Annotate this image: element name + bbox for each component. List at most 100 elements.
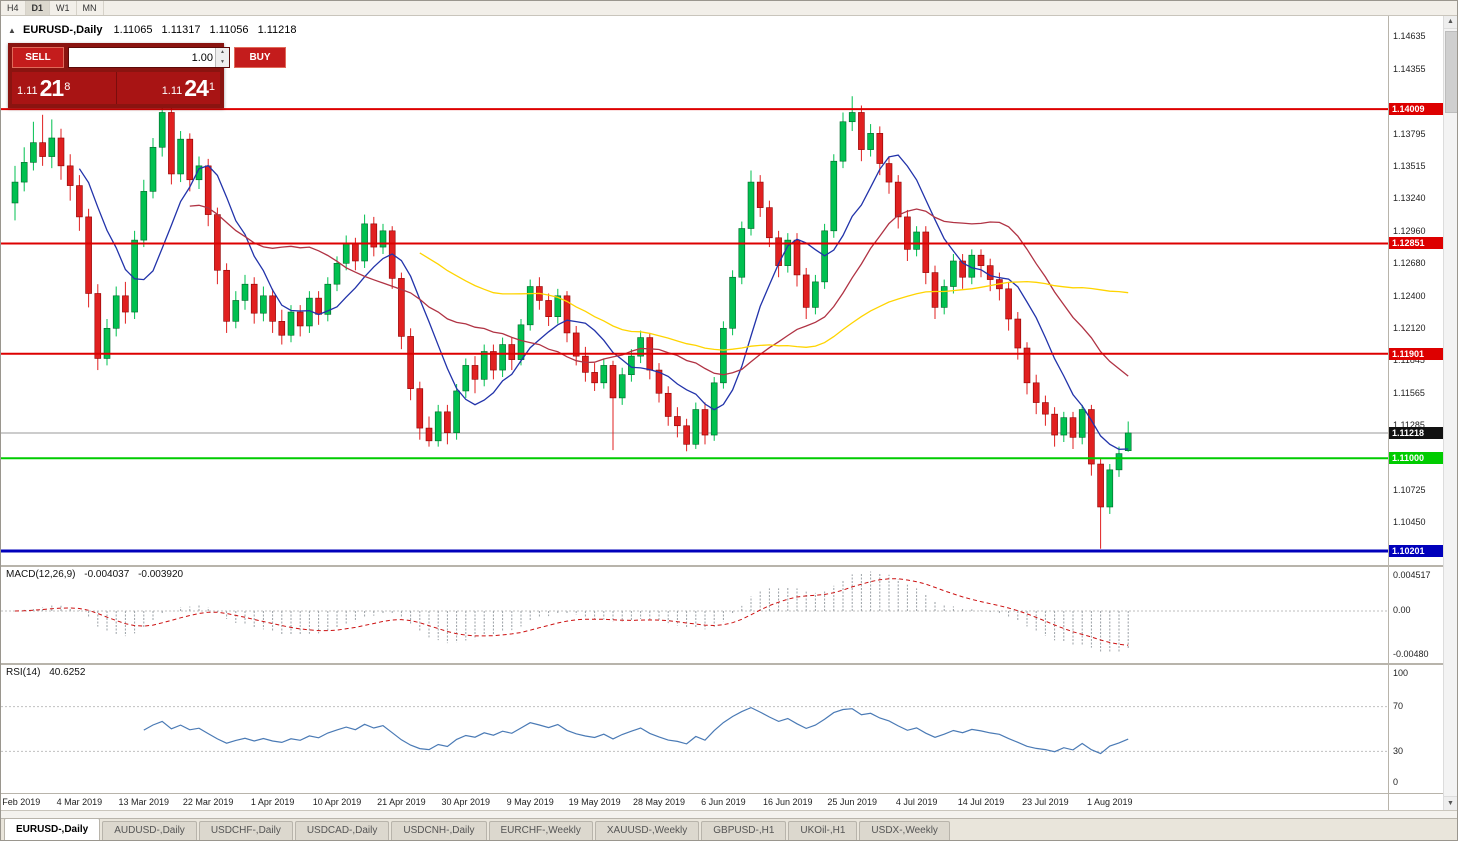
- price-axis: 1.14635 1.14355 1.13795 1.13515 1.13240 1.129…: [1388, 15, 1444, 565]
- volume-spinner-up-icon[interactable]: ▲: [216, 48, 229, 58]
- price-axis-label: 1.11565: [1393, 387, 1425, 398]
- chart-tab-bar: EURUSD-,Daily AUDUSD-,Daily USDCHF-,Daily U…: [1, 818, 1457, 840]
- macd-axis: 0.004517 0.00 -0.00480: [1388, 565, 1444, 663]
- date-axis-label: 4 Mar 2019: [56, 797, 103, 807]
- ohlc-open-value: 1.11065: [113, 24, 153, 36]
- sell-price-prefix: 1.11: [17, 85, 38, 97]
- date-axis-label: 21 Apr 2019: [377, 797, 426, 807]
- price-axis-label: 1.12120: [1393, 323, 1426, 334]
- chart-tab-gbpusd-h1[interactable]: GBPUSD-,H1: [701, 821, 787, 840]
- timeframe-toolbar: H4 D1 W1 MN: [1, 1, 1457, 16]
- price-level-badge: 1.10201: [1389, 544, 1444, 557]
- volume-spinner: ▲ ▼: [215, 48, 229, 67]
- chart-tab-usdcnh-daily[interactable]: USDCNH-,Daily: [391, 821, 487, 840]
- rsi-axis-30-label: 30: [1393, 746, 1404, 756]
- buy-price-prefix: 1.11: [161, 85, 183, 97]
- price-axis-label: 1.12680: [1393, 258, 1426, 269]
- volume-spinner-down-icon[interactable]: ▼: [216, 57, 229, 67]
- price-axis-label: 1.13795: [1393, 128, 1426, 139]
- buy-button[interactable]: BUY: [234, 47, 286, 68]
- price-level-badge: 1.11218: [1389, 426, 1444, 439]
- chart-tab-eurusd-daily[interactable]: EURUSD-,Daily: [4, 818, 101, 840]
- buy-price-display[interactable]: 1.11 24 1: [115, 72, 221, 104]
- macd-signal-value: -0.003920: [138, 569, 184, 580]
- price-axis-label: 1.11845: [1393, 355, 1425, 366]
- price-axis-label: 1.10725: [1393, 485, 1426, 496]
- chart-tab-usdx-weekly[interactable]: USDX-,Weekly: [859, 821, 950, 840]
- price-chart-pane[interactable]: ▲ EURUSD-,Daily 1.11065 1.11317 1.11056 …: [1, 15, 1388, 565]
- date-axis: 22 Feb 2019 4 Mar 2019 13 Mar 2019 22 Mar 2…: [1, 793, 1388, 811]
- date-axis-label: 6 Jun 2019: [701, 797, 746, 807]
- ohlc-close-value: 1.11218: [257, 24, 297, 36]
- price-level-badge: 1.12851: [1389, 237, 1444, 250]
- chart-tab-usdcad-daily[interactable]: USDCAD-,Daily: [294, 821, 390, 840]
- sell-price-big: 21: [39, 74, 65, 101]
- rsi-axis-100-label: 100: [1393, 668, 1409, 678]
- timeframe-mn-button[interactable]: MN: [77, 1, 104, 15]
- rsi-header: RSI(14) 40.6252: [6, 667, 85, 678]
- ohlc-high-value: 1.11317: [161, 24, 201, 36]
- volume-input[interactable]: [69, 48, 215, 67]
- buy-price-big: 24: [184, 74, 209, 101]
- rsi-canvas[interactable]: [1, 665, 1388, 793]
- scrollbar-down-icon[interactable]: ▼: [1444, 796, 1457, 810]
- price-axis-label: 1.12400: [1393, 290, 1426, 301]
- date-axis-label: 23 Jul 2019: [1022, 797, 1069, 807]
- date-axis-label: 28 May 2019: [632, 797, 686, 807]
- date-axis-label: 22 Mar 2019: [182, 797, 234, 807]
- date-axis-label: 10 Apr 2019: [312, 797, 362, 807]
- one-click-trading-panel: SELL ▲ ▼ BUY 1.11 21 8 1.11: [8, 43, 286, 108]
- macd-header: MACD(12,26,9) -0.004037 -0.003920: [6, 569, 183, 580]
- price-axis-label: 1.13240: [1393, 193, 1426, 204]
- timeframe-h4-button[interactable]: H4: [1, 1, 26, 15]
- sell-price-pip: 8: [64, 81, 71, 93]
- chart-tab-audusd-daily[interactable]: AUDUSD-,Daily: [102, 821, 197, 840]
- macd-axis-top-label: 0.004517: [1393, 570, 1431, 580]
- rsi-axis-70-label: 70: [1393, 701, 1404, 711]
- macd-indicator-pane[interactable]: MACD(12,26,9) -0.004037 -0.003920: [1, 565, 1388, 663]
- buy-price-pip: 1: [208, 81, 215, 93]
- date-axis-label: 19 May 2019: [568, 797, 621, 807]
- horizontal-scroll-strip[interactable]: [1, 810, 1457, 821]
- macd-main-value: -0.004037: [84, 569, 130, 580]
- rsi-indicator-pane[interactable]: RSI(14) 40.6252: [1, 663, 1388, 793]
- price-chart-canvas[interactable]: [1, 15, 1388, 565]
- scrollbar-thumb[interactable]: [1445, 31, 1457, 113]
- date-axis-label: 22 Feb 2019: [1, 797, 41, 807]
- scrollbar-up-icon[interactable]: ▲: [1444, 15, 1457, 29]
- timeframe-w1-button[interactable]: W1: [50, 1, 77, 15]
- chart-tab-ukoil-h1[interactable]: UKOil-,H1: [788, 821, 858, 840]
- date-axis-label: 4 Jul 2019: [895, 797, 938, 807]
- collapse-trade-panel-icon[interactable]: ▲: [8, 26, 16, 35]
- timeframe-d1-button[interactable]: D1: [25, 1, 51, 15]
- rsi-label: RSI(14): [6, 667, 41, 678]
- sell-price-display[interactable]: 1.11 21 8: [12, 72, 116, 104]
- price-axis-label: 1.12960: [1393, 225, 1426, 236]
- price-axis-label: 1.11285: [1393, 420, 1425, 431]
- macd-axis-bottom-label: -0.00480: [1393, 649, 1429, 659]
- price-axis-label: 1.10450: [1393, 517, 1426, 528]
- price-level-badge: 1.14009: [1389, 103, 1444, 116]
- rsi-axis-0-label: 0: [1393, 777, 1399, 787]
- rsi-axis: 100 70 30 0: [1388, 663, 1444, 793]
- price-level-badge: 1.11901: [1389, 347, 1444, 360]
- price-axis-label: 1.13515: [1393, 161, 1426, 172]
- price-level-badge: 1.11000: [1389, 452, 1444, 465]
- sell-button[interactable]: SELL: [12, 47, 64, 68]
- date-axis-label: 1 Apr 2019: [250, 797, 295, 807]
- date-axis-label: 14 Jul 2019: [957, 797, 1005, 807]
- price-axis-label: 1.14355: [1393, 63, 1426, 74]
- vertical-scrollbar[interactable]: ▲ ▼: [1443, 15, 1457, 810]
- price-axis-label: 1.14635: [1393, 31, 1426, 42]
- date-axis-label: 16 Jun 2019: [763, 797, 813, 807]
- ohlc-low-value: 1.11056: [209, 24, 249, 36]
- macd-axis-zero-label: 0.00: [1393, 605, 1411, 615]
- macd-label: MACD(12,26,9): [6, 569, 76, 580]
- chart-tab-eurchf-weekly[interactable]: EURCHF-,Weekly: [488, 821, 593, 840]
- chart-tab-xauusd-weekly[interactable]: XAUUSD-,Weekly: [594, 821, 700, 840]
- chart-tab-usdchf-daily[interactable]: USDCHF-,Daily: [198, 821, 293, 840]
- date-axis-label: 13 Mar 2019: [118, 797, 170, 807]
- chart-symbol-label: EURUSD-,Daily: [22, 24, 103, 36]
- macd-canvas[interactable]: [1, 567, 1388, 663]
